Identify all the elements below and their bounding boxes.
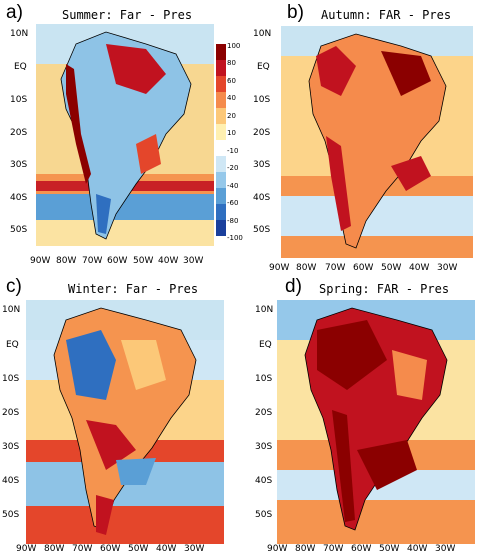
lat-tick: 10N [253, 29, 272, 39]
colorbar-swatch [216, 60, 226, 77]
lon-tick: 30W [184, 544, 205, 554]
lat-tick: 10S [2, 374, 20, 384]
lat-tick: 20S [253, 128, 271, 138]
panel-winter: c) Winter: Far - Pres 10N EQ 10S 20S 30S… [0, 274, 241, 556]
lat-tick: 40S [255, 476, 273, 486]
lon-tick: 30W [437, 263, 458, 273]
lon-tick: 80W [295, 544, 316, 554]
lon-tick: 30W [183, 256, 204, 266]
lat-tick: 50S [253, 225, 271, 235]
panel-letter: b) [287, 2, 304, 23]
lon-tick: 60W [107, 256, 128, 266]
lat-tick: 30S [255, 442, 273, 452]
panel-letter: c) [6, 276, 22, 297]
lon-tick: 50W [133, 256, 154, 266]
colorbar-label: 60 [227, 76, 236, 85]
lon-tick: 70W [72, 544, 93, 554]
lon-tick: 90W [269, 263, 290, 273]
lat-tick: 50S [2, 510, 20, 520]
lon-tick: 60W [100, 544, 121, 554]
lat-tick: 10N [2, 305, 21, 315]
colorbar-swatch [216, 188, 226, 205]
colorbar-label: 40 [227, 94, 236, 103]
colorbar-label: 10 [227, 129, 236, 138]
colorbar-label: -80 [227, 216, 239, 225]
colorbar-label: 20 [227, 111, 236, 120]
colorbar-swatch [216, 44, 226, 61]
lon-tick: 90W [267, 544, 288, 554]
lon-tick: 60W [351, 544, 372, 554]
lon-tick: 90W [16, 544, 37, 554]
lat-tick: EQ [14, 62, 27, 72]
lat-tick: 20S [255, 408, 273, 418]
colorbar-label: -100 [227, 234, 243, 242]
lat-tick: 10S [10, 95, 28, 105]
colorbar-swatch [216, 92, 226, 109]
colorbar-label: -10 [227, 146, 239, 155]
panel-autumn: b) Autumn: FAR - Pres 10N EQ 10S 20S 30S… [241, 0, 482, 273]
panel-spring: d) Spring: FAR - Pres 10N EQ 10S 20S 30S… [241, 274, 482, 556]
lat-tick: 40S [2, 476, 20, 486]
colorbar-swatch [216, 140, 226, 157]
lat-tick: 40S [10, 193, 28, 203]
lon-tick: 40W [407, 544, 428, 554]
colorbar-swatch [216, 156, 226, 173]
lat-tick: 10S [253, 95, 271, 105]
panel-title: Summer: Far - Pres [62, 8, 193, 22]
lon-tick: 70W [82, 256, 103, 266]
colorbar-label: 80 [227, 59, 236, 68]
lat-tick: 20S [2, 408, 20, 418]
lat-tick: 40S [253, 193, 271, 203]
lon-tick: 90W [30, 256, 51, 266]
lat-tick: 30S [253, 160, 271, 170]
colorbar-swatch [216, 124, 226, 141]
lat-tick: 30S [2, 442, 20, 452]
lon-tick: 60W [353, 263, 374, 273]
lon-tick: 80W [56, 256, 77, 266]
panel-letter: d) [285, 276, 302, 297]
colorbar [216, 44, 226, 236]
colorbar-swatch [216, 76, 226, 93]
colorbar-labels: 100 80 60 40 20 10 -10 -20 -40 -60 -80 -100 [227, 42, 243, 242]
lon-tick: 70W [323, 544, 344, 554]
colorbar-label: -20 [227, 164, 239, 173]
lat-tick: 50S [10, 225, 28, 235]
lat-tick: 10N [255, 305, 274, 315]
colorbar-swatch [216, 220, 226, 236]
lat-tick: EQ [259, 340, 272, 350]
lon-tick: 50W [379, 544, 400, 554]
lat-tick: 10N [10, 29, 29, 39]
map-winter [26, 300, 224, 544]
map-summer [36, 24, 214, 246]
colorbar-swatch [216, 172, 226, 189]
colorbar-swatch [216, 108, 226, 125]
panel-title: Spring: FAR - Pres [319, 282, 450, 296]
lat-tick: EQ [6, 340, 19, 350]
lon-tick: 70W [325, 263, 346, 273]
map-autumn [281, 26, 473, 258]
lon-tick: 40W [409, 263, 430, 273]
panel-letter: a) [6, 2, 23, 23]
colorbar-label: 100 [227, 42, 241, 50]
map-spring [277, 300, 475, 544]
panel-title: Winter: Far - Pres [68, 282, 199, 296]
lon-tick: 40W [156, 544, 177, 554]
lat-tick: 10S [255, 374, 273, 384]
lat-tick: 30S [10, 160, 28, 170]
lat-tick: EQ [257, 62, 270, 72]
colorbar-label: -60 [227, 199, 239, 208]
lat-tick: 20S [10, 128, 28, 138]
lon-tick: 30W [435, 544, 456, 554]
lon-tick: 80W [296, 263, 317, 273]
colorbar-label: -40 [227, 181, 239, 190]
lat-tick: 50S [255, 510, 273, 520]
lon-tick: 80W [44, 544, 65, 554]
lon-tick: 50W [128, 544, 149, 554]
panel-title: Autumn: FAR - Pres [321, 8, 452, 22]
lon-tick: 40W [158, 256, 179, 266]
panel-summer: a) Summer: Far - Pres 10N EQ 10S 20S 30S… [0, 0, 243, 272]
lon-tick: 50W [381, 263, 402, 273]
colorbar-swatch [216, 204, 226, 221]
